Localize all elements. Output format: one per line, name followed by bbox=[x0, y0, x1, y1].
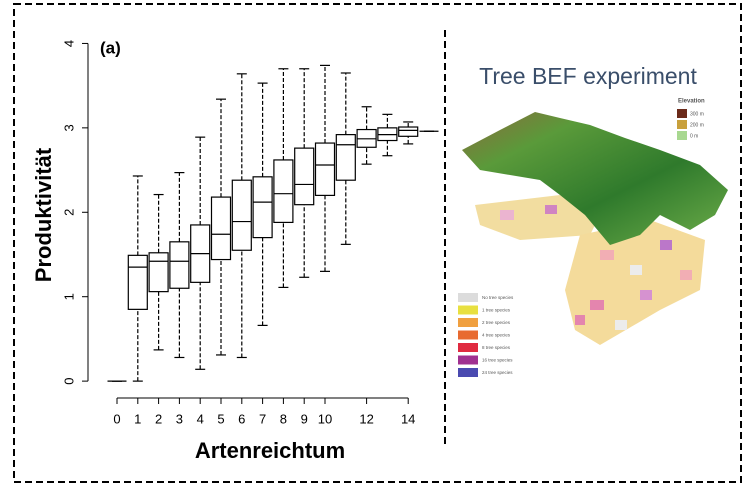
legend-swatch bbox=[677, 109, 687, 118]
x-tick-label: 14 bbox=[401, 411, 415, 426]
legend-swatch bbox=[458, 318, 478, 327]
species-legend: No tree species 1 tree species 2 tree spec… bbox=[458, 293, 514, 377]
legend-label: 0 m bbox=[690, 133, 698, 139]
legend-label: 2 tree species bbox=[482, 320, 511, 325]
x-tick-label: 4 bbox=[197, 411, 204, 426]
x-tick-label: 2 bbox=[155, 411, 162, 426]
panel-label: (a) bbox=[100, 38, 121, 57]
legend-label: 8 tree species bbox=[482, 345, 511, 350]
legend-swatch bbox=[458, 355, 478, 365]
legend-label: 24 tree species bbox=[482, 370, 513, 375]
box bbox=[252, 176, 273, 239]
legend-label: No tree species bbox=[482, 295, 514, 300]
box bbox=[231, 179, 252, 251]
x-tick-label: 8 bbox=[280, 411, 287, 426]
map-title: Tree BEF experiment bbox=[479, 63, 697, 89]
legend-label: 200 m bbox=[690, 122, 704, 128]
x-tick-label: 3 bbox=[176, 411, 183, 426]
legend-label: 300 m bbox=[690, 111, 704, 117]
y-tick-label: 1 bbox=[61, 293, 76, 300]
box bbox=[273, 159, 294, 224]
box bbox=[169, 241, 190, 289]
plot-grid bbox=[475, 195, 705, 345]
y-tick-label: 3 bbox=[61, 124, 76, 131]
map-panel: Tree BEF experiment Elevation 300 m 200 m… bbox=[458, 63, 728, 377]
legend-swatch bbox=[458, 368, 478, 377]
legend-swatch bbox=[458, 305, 478, 315]
legend-swatch bbox=[677, 120, 687, 129]
legend-title: Elevation bbox=[678, 99, 705, 105]
y-tick-label: 0 bbox=[61, 377, 76, 384]
legend-swatch bbox=[677, 131, 687, 140]
x-tick-label: 7 bbox=[259, 411, 266, 426]
box bbox=[398, 126, 419, 137]
legend-swatch bbox=[458, 330, 478, 340]
y-tick-label: 2 bbox=[61, 209, 76, 216]
box bbox=[148, 252, 169, 293]
x-tick-label: 5 bbox=[217, 411, 224, 426]
x-tick-label: 6 bbox=[238, 411, 245, 426]
legend-label: 4 tree species bbox=[482, 333, 511, 338]
x-tick-label: 10 bbox=[318, 411, 332, 426]
x-tick-label: 9 bbox=[301, 411, 308, 426]
legend-swatch bbox=[458, 293, 478, 302]
x-tick-label: 0 bbox=[113, 411, 120, 426]
terrain bbox=[462, 112, 728, 245]
legend-swatch bbox=[458, 343, 478, 352]
y-axis-label: Produktivität bbox=[31, 147, 56, 282]
x-axis-label: Artenreichtum bbox=[195, 438, 345, 463]
legend-label: 16 tree species bbox=[482, 358, 513, 363]
y-tick-label: 4 bbox=[61, 40, 76, 47]
elevation-legend: Elevation 300 m 200 m 0 m bbox=[677, 99, 705, 140]
x-tick-label: 1 bbox=[134, 411, 141, 426]
x-tick-label: 12 bbox=[359, 411, 373, 426]
box bbox=[210, 196, 232, 261]
legend-label: 1 tree species bbox=[482, 308, 511, 313]
outer-frame bbox=[13, 3, 742, 483]
box bbox=[127, 254, 148, 310]
box bbox=[314, 142, 336, 196]
box bbox=[294, 147, 315, 206]
box bbox=[335, 134, 356, 181]
